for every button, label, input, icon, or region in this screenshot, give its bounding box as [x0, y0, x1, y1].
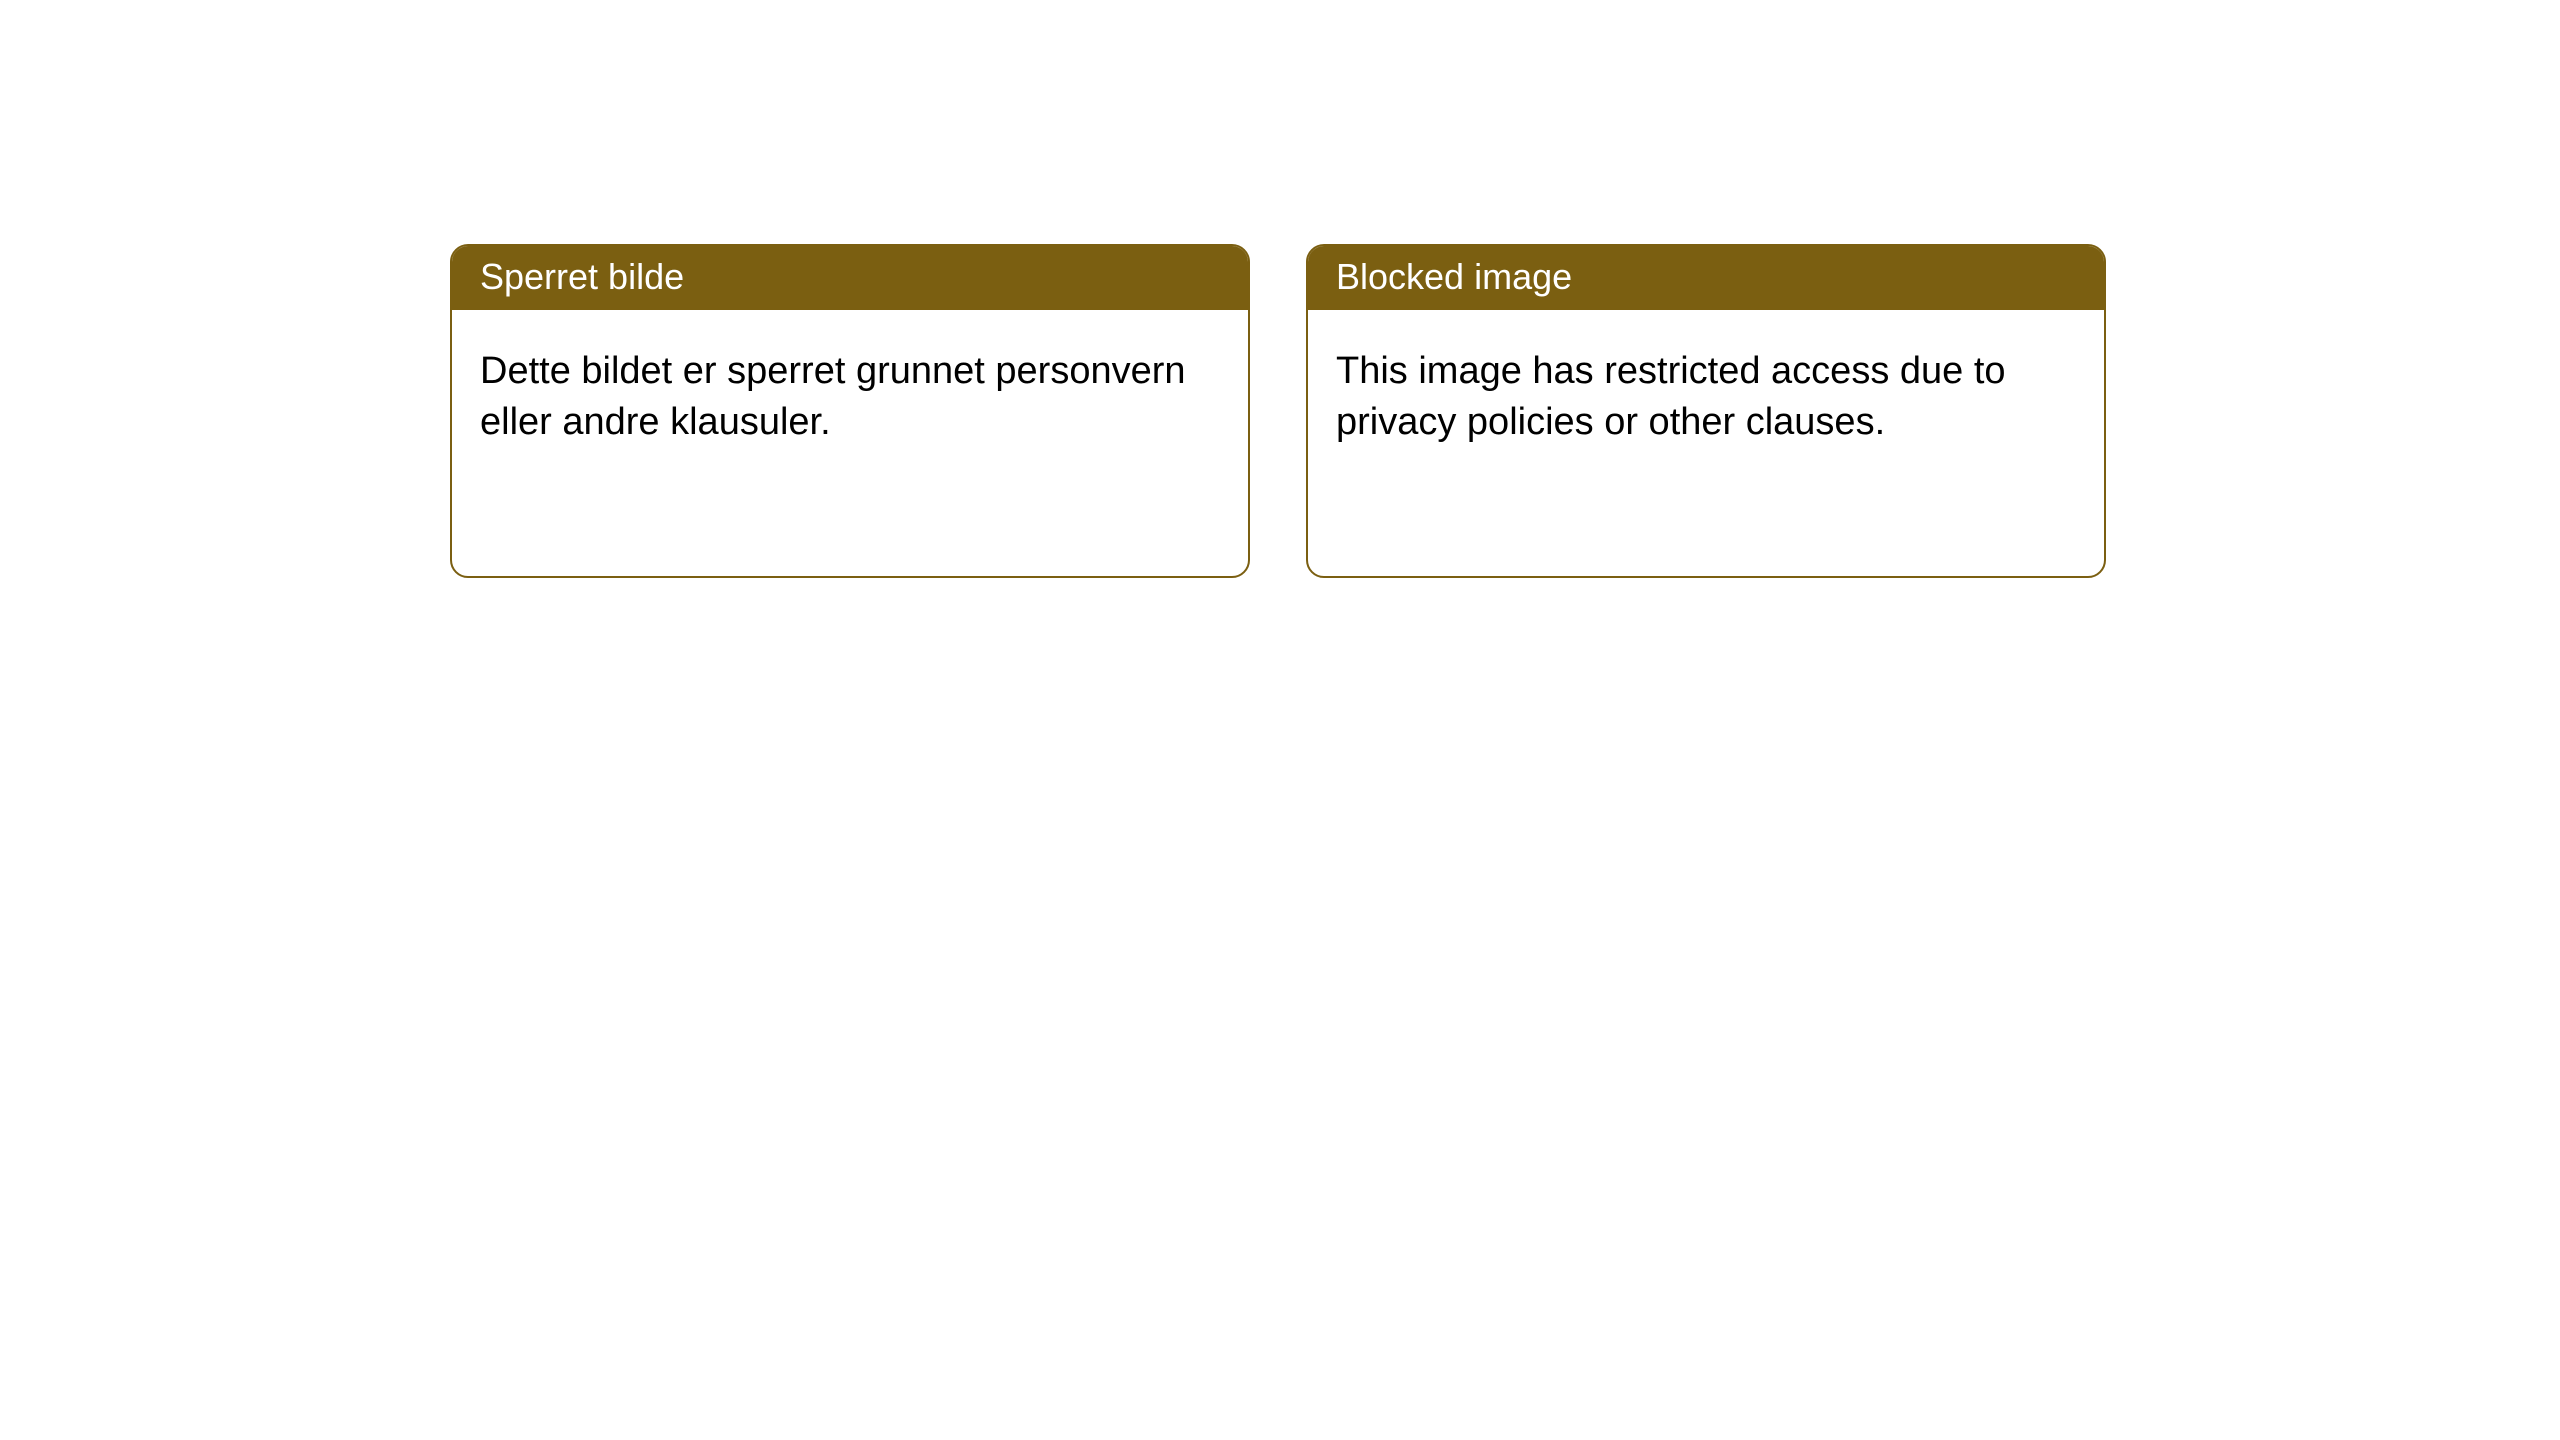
- notice-title-norwegian: Sperret bilde: [452, 246, 1248, 310]
- notice-title-english: Blocked image: [1308, 246, 2104, 310]
- notice-card-english: Blocked image This image has restricted …: [1306, 244, 2106, 578]
- notice-container: Sperret bilde Dette bildet er sperret gr…: [450, 244, 2106, 578]
- notice-body-norwegian: Dette bildet er sperret grunnet personve…: [452, 310, 1248, 485]
- notice-body-english: This image has restricted access due to …: [1308, 310, 2104, 485]
- notice-card-norwegian: Sperret bilde Dette bildet er sperret gr…: [450, 244, 1250, 578]
